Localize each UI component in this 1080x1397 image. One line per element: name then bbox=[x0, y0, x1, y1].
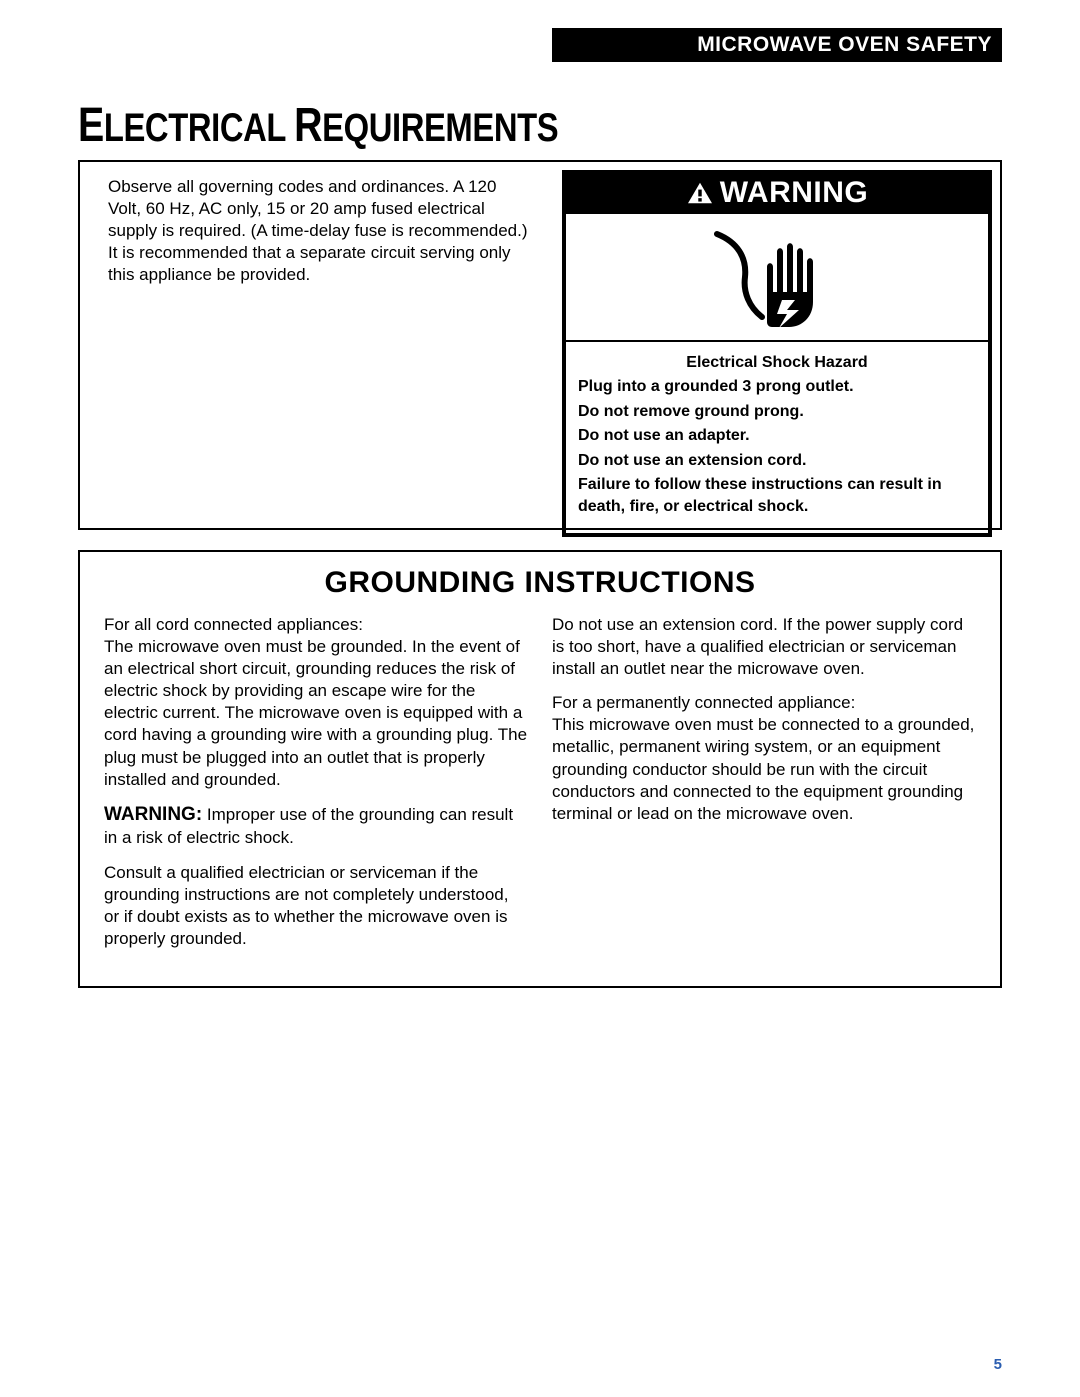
title-cap-2: R bbox=[294, 99, 322, 152]
warning-header-label: WARNING bbox=[720, 176, 869, 210]
left-p1: For all cord connected appliances: The m… bbox=[104, 614, 528, 791]
warning-panel: WARNING Electrical Shock Hazard Plug int… bbox=[562, 170, 992, 537]
section-title: ELECTRICAL REQUIREMENTS bbox=[78, 98, 558, 153]
page-number: 5 bbox=[994, 1356, 1002, 1373]
hazard-title: Electrical Shock Hazard bbox=[578, 352, 976, 374]
right-p1: Do not use an extension cord. If the pow… bbox=[552, 614, 976, 680]
right-p2: For a permanently connected appliance: T… bbox=[552, 692, 976, 825]
warning-line-2: Do not remove ground prong. bbox=[578, 401, 976, 423]
warning-triangle-icon bbox=[686, 181, 714, 205]
electrical-requirements-box: Observe all governing codes and ordinanc… bbox=[78, 160, 1002, 530]
grounding-instructions-box: GROUNDING INSTRUCTIONS For all cord conn… bbox=[78, 550, 1002, 988]
header-bar: MICROWAVE OVEN SAFETY bbox=[552, 28, 1002, 62]
grounding-col-left: For all cord connected appliances: The m… bbox=[104, 614, 528, 962]
grounding-columns: For all cord connected appliances: The m… bbox=[104, 614, 976, 962]
warning-header: WARNING bbox=[566, 174, 988, 214]
left-p2-bold: WARNING: bbox=[104, 804, 202, 825]
warning-line-5: Failure to follow these instructions can… bbox=[578, 474, 976, 519]
title-cap-1: E bbox=[78, 99, 104, 152]
warning-line-4: Do not use an extension cord. bbox=[578, 450, 976, 472]
shock-hand-icon bbox=[707, 222, 847, 332]
intro-text: Observe all governing codes and ordinanc… bbox=[108, 176, 528, 286]
title-rest-2: EQUIREMENTS bbox=[322, 106, 558, 150]
left-p2: WARNING: Improper use of the grounding c… bbox=[104, 803, 528, 850]
warning-graphic bbox=[566, 214, 988, 342]
warning-line-1: Plug into a grounded 3 prong outlet. bbox=[578, 376, 976, 398]
header-title: MICROWAVE OVEN SAFETY bbox=[697, 33, 992, 56]
title-rest-1: LECTRICAL bbox=[104, 106, 286, 150]
warning-body: Electrical Shock Hazard Plug into a grou… bbox=[566, 342, 988, 533]
warning-line-3: Do not use an adapter. bbox=[578, 425, 976, 447]
grounding-title: GROUNDING INSTRUCTIONS bbox=[104, 566, 976, 600]
grounding-col-right: Do not use an extension cord. If the pow… bbox=[552, 614, 976, 962]
page: MICROWAVE OVEN SAFETY ELECTRICAL REQUIRE… bbox=[0, 0, 1080, 1397]
left-p3: Consult a qualified electrician or servi… bbox=[104, 862, 528, 950]
